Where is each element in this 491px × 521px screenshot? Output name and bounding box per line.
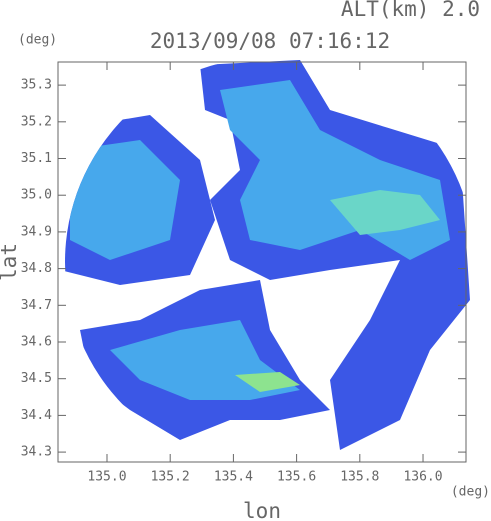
x-unit: (deg) xyxy=(451,485,490,500)
altitude: ALT(km) 2.0 xyxy=(341,0,480,21)
x-axis-label: lon xyxy=(243,499,281,521)
y-tick-label: 34.7 xyxy=(21,298,52,313)
radar-echo xyxy=(65,60,470,450)
y-unit: (deg) xyxy=(18,33,57,48)
y-tick-label: 34.8 xyxy=(21,261,52,276)
y-tick-label: 35.1 xyxy=(21,151,52,166)
chart-title: 2013/09/08 07:16:12 xyxy=(150,29,390,53)
y-tick-label: 34.3 xyxy=(21,445,52,460)
plot-frame xyxy=(57,61,467,463)
y-tick-label: 34.4 xyxy=(21,408,52,423)
x-tick-label: 136.0 xyxy=(403,470,442,485)
y-tick-label: 35.0 xyxy=(21,188,52,203)
x-tick-label: 135.4 xyxy=(214,470,253,485)
y-axis-label: lat xyxy=(0,243,21,281)
y-tick-label: 35.2 xyxy=(21,114,52,129)
y-tick-label: 34.5 xyxy=(21,371,52,386)
x-tick-label: 135.6 xyxy=(277,470,316,485)
y-tick-label: 35.3 xyxy=(21,78,52,93)
x-tick-label: 135.8 xyxy=(340,470,379,485)
y-tick-label: 34.9 xyxy=(21,224,52,239)
y-tick-label: 34.6 xyxy=(21,335,52,350)
x-tick-label: 135.2 xyxy=(151,470,190,485)
x-tick-label: 135.0 xyxy=(87,470,126,485)
